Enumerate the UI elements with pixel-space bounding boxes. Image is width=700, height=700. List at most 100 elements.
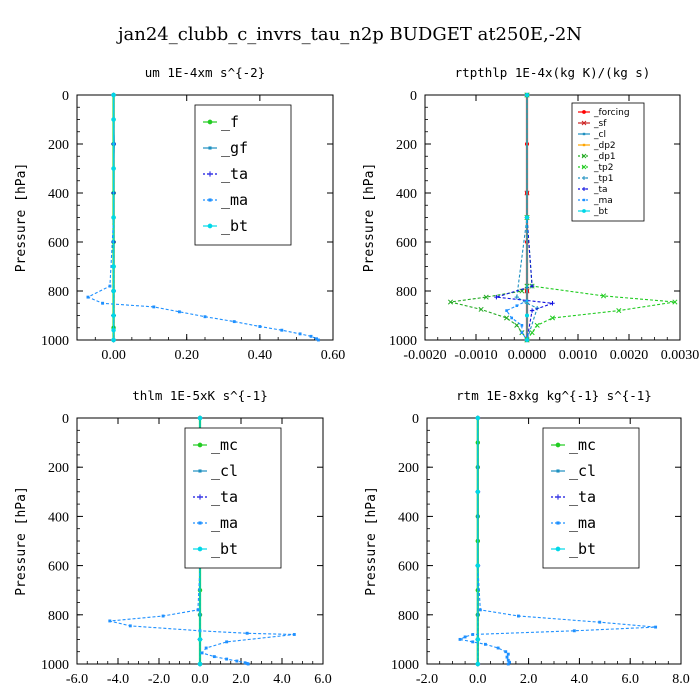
- data-point-ma-0-5: [101, 301, 105, 305]
- legend: _forcing_sf_cl_dp2_dp1_tp2_tp1_ta_ma_bt: [571, 102, 645, 222]
- x-tick-label: -0.0020: [403, 348, 446, 363]
- legend-label-ma: _ma: [569, 514, 596, 532]
- data-point-tp1-1-2: [514, 294, 519, 300]
- data-point-bt-1-legend9: [582, 209, 586, 213]
- legend-label-ta: _ta: [569, 488, 596, 506]
- x-tick-label: 2.0: [520, 672, 538, 687]
- x-tick-label: -6.0: [66, 672, 88, 687]
- data-point-ma-0-10: [258, 325, 262, 328]
- series-line-ta: [496, 95, 553, 341]
- y-tick-label: 400: [48, 510, 69, 525]
- x-tick-label: 0.0030: [661, 348, 700, 363]
- x-tick-label: 0.20: [174, 348, 199, 363]
- legend-label-f: _f: [221, 113, 239, 131]
- panel-3: thlm 1E-5xK s^{-1} Pressure [hPa] 0 200 400 6…: [14, 388, 332, 687]
- y-tick-label: 200: [398, 461, 419, 476]
- data-point-ma-3-4: [517, 614, 520, 618]
- series-line-ma: [505, 95, 528, 341]
- data-point-ma-3-3: [478, 608, 482, 612]
- x-tick-label: 0.0000: [508, 348, 547, 363]
- data-point-dp1-1-4: [483, 294, 489, 300]
- x-tick-label: 0.0020: [610, 348, 649, 363]
- data-point-ma-2-9: [292, 633, 296, 636]
- x-tick-label: 0.00: [101, 348, 126, 363]
- data-point-ma-2-18: [246, 662, 250, 666]
- data-point-ma-0-6: [152, 305, 156, 309]
- y-tick-label: 0: [412, 412, 419, 427]
- data-point-ma-2-14: [225, 657, 229, 661]
- data-point-bt-0-0: [111, 92, 116, 98]
- data-point-ma-3-14: [504, 650, 508, 654]
- data-point-ma-2-13: [212, 655, 216, 659]
- legend-label-forcing: _forcing: [593, 108, 630, 118]
- data-point-dp1-1-7: [504, 315, 510, 321]
- data-point-ma-0-9: [232, 320, 236, 324]
- panel-2: rtpthlp 1E-4x(kg K)/(kg s) Pressure [hPa]…: [362, 65, 699, 363]
- data-point-ta-1-5: [529, 308, 535, 313]
- legend-label-mc: _mc: [211, 436, 238, 454]
- data-point-ma-0-4: [86, 295, 90, 299]
- data-point-dp1-1-6: [478, 306, 484, 312]
- y-tick-label: 200: [48, 461, 69, 476]
- data-point-sf-1-legend1: [581, 120, 587, 126]
- y-tick-label: 1000: [41, 658, 69, 673]
- x-tick-label: 0.40: [248, 348, 273, 363]
- data-point-tp2-1-3: [600, 293, 607, 299]
- legend-label-bt: _bt: [211, 540, 238, 558]
- data-point-cl-1-legend2: [582, 132, 586, 136]
- panel-title: rtm 1E-8xkg kg^{-1} s^{-1}: [456, 388, 652, 403]
- data-point-bt-3-legend4: [555, 546, 561, 552]
- data-point-forcing-1-legend0: [582, 110, 586, 114]
- data-point-bt-2-0: [197, 415, 203, 421]
- y-tick-label: 400: [48, 187, 69, 202]
- data-point-ma-1-7: [520, 331, 524, 334]
- panel-title: um 1E-4xm s^{-2}: [145, 65, 265, 80]
- legend-label-ma: _ma: [593, 196, 613, 206]
- data-point-ma-2-5: [108, 619, 112, 623]
- y-tick-label: 1000: [41, 334, 69, 349]
- x-tick-label: 0.0: [191, 672, 209, 687]
- data-point-bt-0-3: [111, 215, 116, 220]
- data-point-ma-3-6: [654, 625, 658, 629]
- data-point-ma-3-15: [506, 652, 510, 656]
- data-point-ma-3-10: [458, 637, 462, 641]
- data-point-bt-3-4: [475, 661, 481, 667]
- x-tick-label: 6.0: [621, 672, 639, 687]
- series-line-dp1: [450, 95, 528, 341]
- y-axis-label: Pressure [hPa]: [362, 163, 377, 273]
- legend-box: [542, 427, 640, 569]
- legend-label-cl: _cl: [569, 462, 596, 480]
- data-point-ma-3-19: [506, 662, 510, 666]
- x-tick-label: -4.0: [107, 672, 129, 687]
- data-point-ma-2-12: [200, 651, 204, 655]
- legend: _mc _cl _ta _ma _bt: [542, 427, 640, 569]
- data-point-cl-2-legend1: [198, 469, 202, 473]
- figure-title: jan24_clubb_c_invrs_tau_n2p BUDGET at250…: [116, 24, 582, 45]
- data-point-bt-0-4: [111, 264, 116, 269]
- data-point-ma-0-14: [315, 337, 318, 341]
- y-tick-label: 1000: [389, 334, 417, 349]
- y-tick-label: 600: [48, 560, 69, 575]
- data-point-bt-1-1: [524, 215, 530, 220]
- legend-label-ma: _ma: [221, 191, 248, 209]
- data-point-ta-2-legend2: [197, 494, 203, 500]
- legend-label-ta: _ta: [221, 165, 248, 183]
- data-point-ma-2-3: [196, 608, 200, 612]
- y-tick-label: 600: [396, 236, 417, 251]
- x-tick-label: -0.0010: [454, 348, 497, 363]
- y-tick-label: 800: [48, 609, 69, 624]
- legend-label-tp2: _tp2: [593, 163, 613, 173]
- legend-label-ta: _ta: [211, 488, 238, 506]
- data-point-dp2-1-legend3: [582, 143, 586, 147]
- data-point-ma-0-legend3: [208, 198, 212, 202]
- data-point-ma-0-7: [177, 310, 181, 314]
- data-point-ma-2-legend3: [198, 521, 202, 525]
- data-point-bt-2-4: [197, 661, 203, 667]
- legend-label-sf: _sf: [593, 119, 607, 129]
- data-point-mc-3-legend0: [555, 442, 561, 448]
- data-point-ma-3-13: [496, 646, 500, 650]
- x-tick-label: 0.0010: [559, 348, 598, 363]
- data-point-gf-0-legend1: [208, 146, 212, 150]
- legend: _f _gf _ta _ma _bt: [194, 104, 292, 246]
